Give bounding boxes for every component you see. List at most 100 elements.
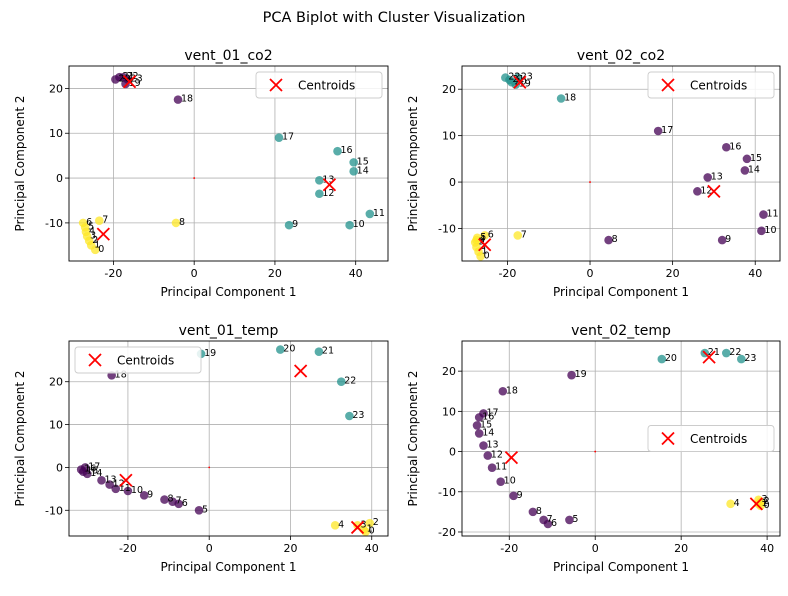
point-label: 23 — [131, 73, 143, 84]
x-tick-label: 40 — [748, 267, 762, 280]
data-point — [472, 421, 482, 430]
data-point — [274, 133, 284, 143]
centroid-stroke — [322, 178, 337, 192]
data-point — [479, 409, 488, 418]
centroid-marker — [122, 75, 137, 89]
point-label: 5 — [480, 232, 486, 243]
data-point — [509, 491, 518, 501]
y-tick-label: -10 — [45, 217, 63, 230]
point-label: 9 — [147, 489, 153, 500]
data-point — [284, 220, 294, 230]
data-point — [604, 235, 613, 245]
centroid-marker — [293, 364, 308, 378]
point-label: 11 — [766, 209, 778, 220]
data-point — [717, 235, 727, 245]
point-label: 20 — [283, 344, 295, 355]
y-tick-label: 0 — [56, 172, 63, 185]
point-label: 13 — [322, 174, 334, 185]
point-label: 6 — [182, 498, 188, 509]
data-point — [139, 490, 149, 500]
point-label: 6 — [551, 518, 557, 529]
point-label: 21 — [512, 74, 524, 85]
data-point — [501, 73, 510, 82]
origin-marker — [589, 181, 591, 183]
data-point — [171, 218, 181, 228]
point-label: 14 — [357, 165, 369, 176]
point-label: 1 — [762, 498, 768, 509]
point-label: 14 — [482, 427, 494, 438]
data-point — [483, 451, 493, 460]
centroid-stroke — [504, 450, 519, 465]
y-tick-label: -10 — [438, 486, 456, 499]
centroid-stroke — [293, 364, 308, 378]
point-label: 19 — [519, 79, 531, 90]
legend-label: Centroids — [690, 79, 747, 93]
point-label: 8 — [179, 217, 185, 228]
point-label: 5 — [202, 504, 208, 515]
data-point — [353, 520, 362, 530]
point-label: 7 — [102, 215, 108, 226]
data-point — [173, 95, 183, 104]
point-label: 17 — [661, 125, 673, 136]
y-tick-label: 20 — [442, 365, 456, 378]
data-point — [742, 154, 752, 164]
point-label: 23 — [352, 410, 364, 421]
data-point — [496, 477, 505, 487]
centroid-stroke — [478, 238, 492, 252]
point-label: 9 — [725, 234, 731, 245]
x-axis-label: Principal Component 1 — [160, 560, 296, 574]
centroid-stroke — [122, 75, 137, 89]
data-point — [565, 515, 574, 525]
x-tick-label: -20 — [500, 542, 518, 555]
y-tick-label: -10 — [438, 223, 456, 236]
point-label: 15 — [86, 466, 98, 477]
data-point — [479, 441, 488, 450]
centroid-stroke — [96, 227, 110, 241]
x-tick-label: -20 — [119, 542, 137, 555]
origin-marker — [193, 177, 196, 179]
legend-marker — [661, 431, 675, 446]
centroid-marker — [478, 238, 492, 252]
point-label: 0 — [484, 250, 490, 261]
point-label: 11 — [119, 483, 131, 494]
y-tick-label: 0 — [56, 461, 63, 474]
data-point — [349, 167, 358, 176]
data-point — [345, 411, 354, 421]
point-label: 8 — [612, 234, 618, 245]
y-tick-label: 0 — [449, 446, 456, 459]
centroid-marker — [707, 184, 721, 198]
data-point — [754, 495, 763, 505]
point-label: 17 — [88, 461, 100, 472]
point-label: 4 — [734, 498, 740, 509]
data-point — [94, 216, 104, 225]
data-point — [111, 484, 121, 494]
centroid-stroke — [749, 497, 764, 511]
subplot-title: vent_02_co2 — [577, 48, 665, 64]
point-label: 21 — [322, 346, 334, 357]
x-tick-label: 20 — [674, 542, 688, 555]
point-label: 18 — [115, 369, 127, 380]
subplot-title: vent_01_temp — [179, 323, 279, 339]
subplot-vent-02-co2: 01234567891011121314151617181920212223-2… — [406, 48, 781, 299]
data-point — [315, 176, 324, 185]
point-label: 12 — [491, 450, 503, 461]
point-label: 5 — [88, 221, 94, 232]
legend-marker — [88, 353, 102, 367]
legend: Centroids — [647, 425, 775, 452]
point-label: 20 — [665, 353, 677, 364]
axes-frame — [68, 65, 389, 262]
data-point — [160, 495, 169, 504]
point-label: 3 — [90, 230, 96, 241]
data-point — [653, 126, 663, 136]
centroid-marker — [119, 473, 133, 487]
point-label: 1 — [94, 239, 100, 250]
origin-marker — [594, 450, 597, 453]
centroid-marker — [350, 520, 365, 535]
data-point — [693, 187, 702, 196]
centroid-marker — [702, 350, 716, 364]
point-label: 2 — [373, 517, 379, 528]
data-point — [78, 218, 88, 228]
point-label: 15 — [357, 156, 369, 167]
subplot-title: vent_02_temp — [571, 323, 671, 339]
